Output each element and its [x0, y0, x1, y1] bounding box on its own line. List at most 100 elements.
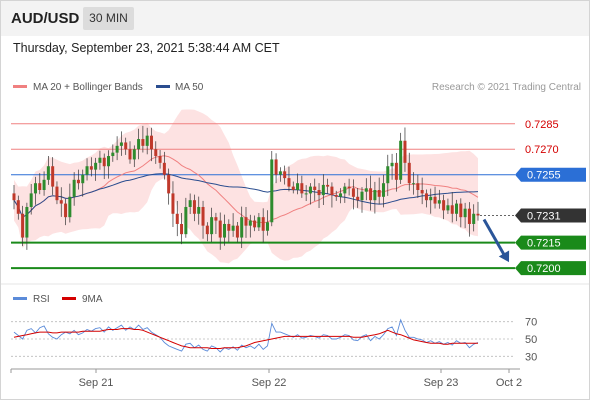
candle-body: [171, 193, 175, 214]
rsi-ma-legend-label: 9MA: [82, 294, 103, 305]
candle-body: [162, 162, 166, 175]
candle-body: [339, 193, 343, 197]
candle-body: [429, 196, 433, 201]
candle-body: [394, 162, 398, 180]
candle-body: [424, 193, 428, 201]
candle-body: [386, 166, 390, 184]
candle-body: [167, 174, 171, 194]
candle-body: [188, 200, 192, 207]
candle-body: [85, 166, 89, 175]
candle-body: [55, 186, 59, 201]
candle-body: [235, 225, 239, 238]
candle-body: [111, 152, 115, 157]
candle-body: [317, 190, 321, 196]
candle-body: [403, 140, 407, 163]
candle-body: [343, 186, 347, 194]
candle-body: [223, 223, 227, 238]
candle-body: [68, 196, 72, 218]
rsi-ma-legend-swatch: [62, 297, 76, 300]
candle-body: [407, 162, 411, 184]
candle-body: [132, 149, 136, 160]
chart-header: AUD/USD 30 MIN: [0, 0, 590, 36]
candle-body: [59, 200, 63, 204]
candle-body: [192, 200, 196, 214]
candle-body: [98, 157, 102, 163]
candle-body: [373, 190, 377, 201]
candle-body: [347, 186, 351, 189]
candle-body: [184, 206, 188, 235]
forecast-arrow-shaft: [482, 218, 508, 259]
candle-body: [467, 208, 471, 224]
candle-body: [72, 179, 76, 197]
candle-body: [227, 223, 231, 231]
candle-body: [412, 183, 416, 185]
candle-body: [442, 200, 446, 211]
candle-body: [296, 183, 300, 190]
candle-body: [300, 183, 304, 194]
timeframe-badge[interactable]: 30 MIN: [83, 7, 134, 30]
bollinger-bands-area: [14, 109, 478, 264]
x-tick-label: Sep 22: [252, 377, 287, 389]
candle-body: [158, 156, 162, 163]
level-tag-support: [515, 261, 586, 276]
level-tag-ma: [515, 167, 586, 182]
credit-text: Research © 2021 Trading Central: [432, 82, 581, 93]
candle-body: [29, 193, 33, 207]
candle-body: [128, 149, 132, 160]
candle-body: [248, 220, 252, 226]
x-tick-label: Sep 23: [424, 377, 459, 389]
candle-body: [291, 186, 295, 190]
candle-body: [102, 157, 106, 167]
candle-body: [21, 213, 25, 238]
candle-body: [265, 222, 269, 231]
ma50-line: [13, 173, 479, 218]
candle-body: [274, 159, 278, 175]
candle-body: [463, 208, 467, 218]
candle-body: [115, 145, 119, 153]
candle-body: [175, 213, 179, 224]
candle-body: [326, 184, 330, 187]
candle-body: [313, 186, 317, 190]
candle-body: [304, 193, 308, 195]
level-tag-support: [515, 235, 586, 250]
rsi-legend-swatch: [13, 297, 27, 300]
candle-body: [360, 191, 364, 201]
candle-body: [377, 190, 381, 197]
candle-body: [257, 217, 261, 228]
candle-body: [94, 162, 98, 170]
candle-body: [308, 186, 312, 194]
candle-body: [81, 174, 85, 184]
candle-body: [33, 183, 37, 194]
candle-body: [180, 223, 184, 235]
candle-body: [124, 142, 128, 150]
ma20-legend-swatch: [13, 85, 27, 88]
x-tick-label: Sep 21: [79, 377, 114, 389]
candle-body: [381, 183, 385, 197]
forecast-arrow-head: [498, 250, 510, 263]
candle-body: [287, 178, 291, 187]
candle-body: [330, 186, 334, 196]
level-tag-current: [515, 208, 586, 223]
rsi-line: [13, 318, 479, 353]
candle-body: [437, 200, 441, 204]
level-tag-label: 0.7200: [527, 263, 561, 275]
level-tag-label: 0.7215: [527, 238, 561, 250]
candle-body: [446, 205, 450, 211]
candle-body: [25, 206, 29, 238]
candle-body: [244, 217, 248, 226]
candle-body: [450, 205, 454, 214]
candle-body: [214, 217, 218, 221]
candle-body: [119, 142, 123, 146]
candle-body: [38, 183, 42, 190]
candle-body: [231, 225, 235, 231]
candle-body: [145, 135, 149, 146]
candle-body: [46, 166, 50, 180]
level-label-resistance: 0.7285: [525, 119, 559, 131]
candle-body: [42, 179, 46, 190]
candle-body: [137, 139, 141, 150]
candle-body: [51, 166, 55, 187]
candle-body: [64, 203, 68, 218]
candle-body: [476, 213, 480, 216]
candle-body: [107, 156, 111, 167]
